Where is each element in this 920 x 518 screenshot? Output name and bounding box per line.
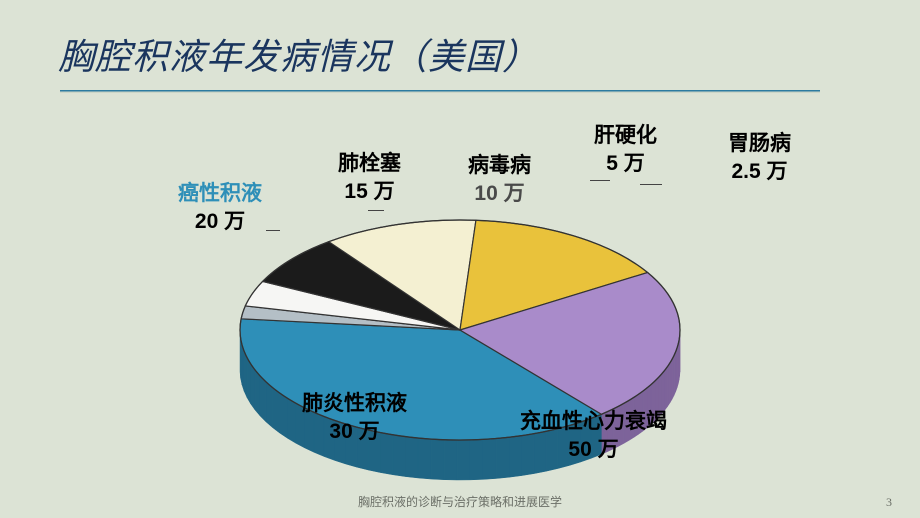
- pie-label-value: 30 万: [302, 418, 407, 446]
- leader-line: [368, 210, 384, 211]
- slide-title-area: 胸腔积液年发病情况（美国）: [0, 0, 920, 80]
- leader-line: [590, 180, 610, 181]
- pie-label-name: 胃肠病: [728, 130, 791, 158]
- pie-label-value: 20 万: [178, 208, 262, 236]
- page-number: 3: [886, 495, 892, 510]
- pie-label: 胃肠病2.5 万: [728, 130, 791, 187]
- pie-label-name: 肝硬化: [594, 122, 657, 150]
- pie-label: 癌性积液20 万: [178, 180, 262, 237]
- pie-label: 肝硬化5 万: [594, 122, 657, 179]
- title-underline: [60, 90, 820, 93]
- pie-label-name: 肺栓塞: [338, 150, 401, 178]
- pie-chart: 充血性心力衰竭50 万胃肠病2.5 万肝硬化5 万病毒病10 万肺栓塞15 万癌…: [0, 120, 920, 480]
- pie-label-name: 充血性心力衰竭: [520, 408, 667, 436]
- pie-label-value: 15 万: [338, 178, 401, 206]
- leader-line: [266, 230, 280, 231]
- pie-label: 充血性心力衰竭50 万: [520, 408, 667, 465]
- pie-label-value: 10 万: [468, 180, 531, 208]
- pie-label: 肺炎性积液30 万: [302, 390, 407, 447]
- pie-label-name: 肺炎性积液: [302, 390, 407, 418]
- slide-title: 胸腔积液年发病情况（美国）: [58, 28, 920, 80]
- pie-label-value: 5 万: [594, 150, 657, 178]
- footer-text: 胸腔积液的诊断与治疗策略和进展医学: [0, 493, 920, 510]
- pie-label-value: 50 万: [520, 436, 667, 464]
- pie-label: 肺栓塞15 万: [338, 150, 401, 207]
- pie-label: 病毒病10 万: [468, 152, 531, 209]
- pie-label-name: 病毒病: [468, 152, 531, 180]
- pie-label-name: 癌性积液: [178, 180, 262, 208]
- pie-label-value: 2.5 万: [728, 158, 791, 186]
- leader-line: [640, 184, 662, 185]
